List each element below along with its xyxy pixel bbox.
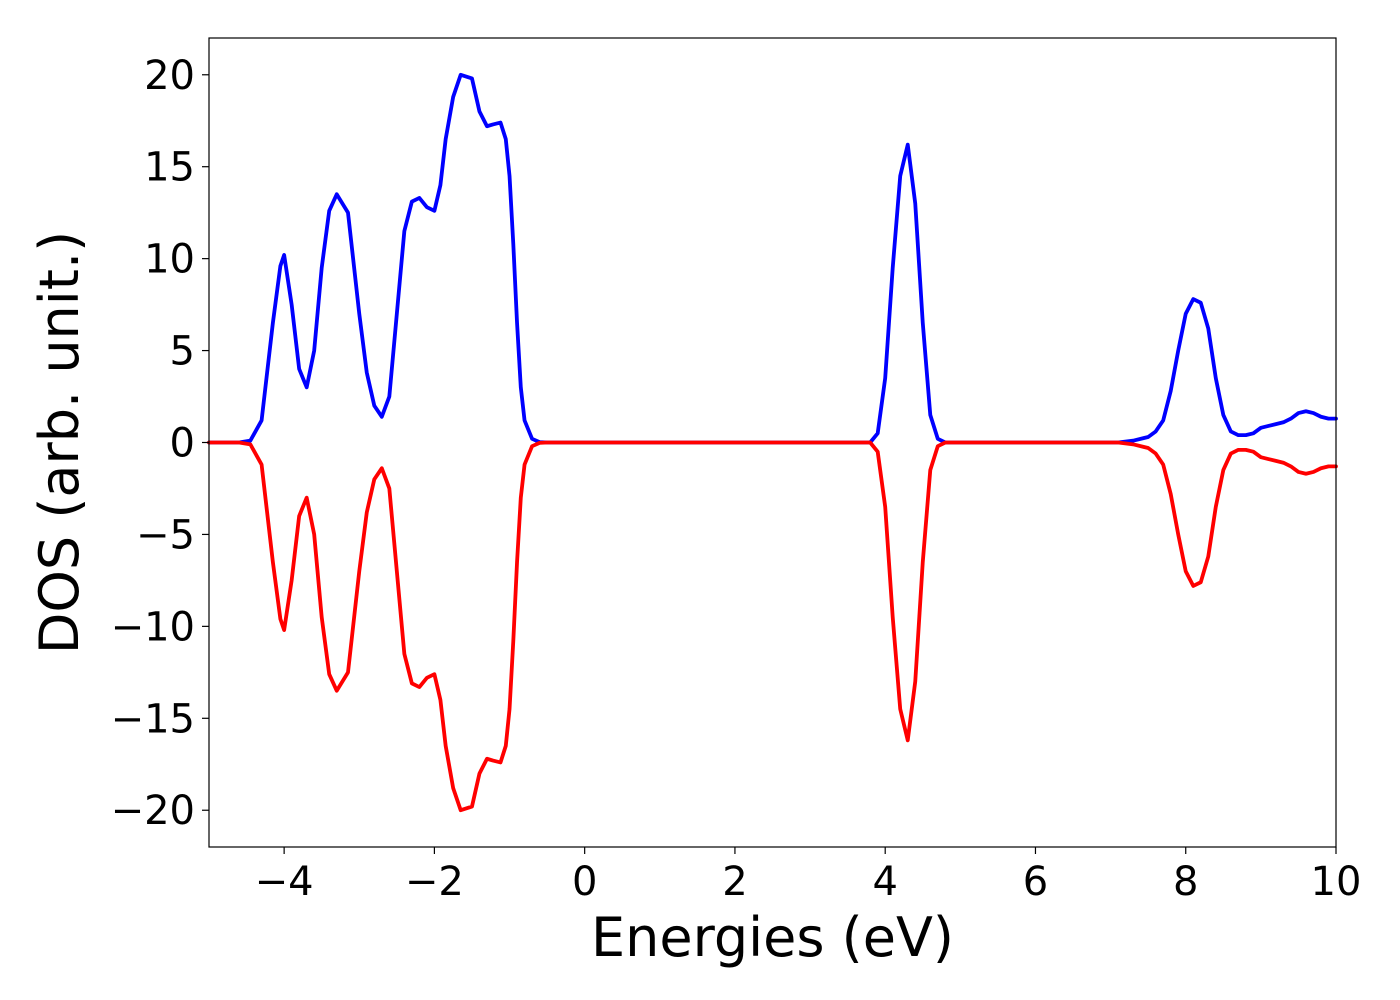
x-axis-title: Energies (eV) <box>591 906 954 969</box>
x-tick-label: 0 <box>572 859 597 905</box>
y-tick-label: 5 <box>170 329 195 375</box>
y-tick-label: 0 <box>170 421 195 467</box>
x-tick-label: 2 <box>722 859 747 905</box>
y-tick-label: 20 <box>144 53 195 99</box>
x-tick-label: 8 <box>1173 859 1198 905</box>
x-tick-label: 10 <box>1311 859 1362 905</box>
y-tick-label: −20 <box>111 788 195 834</box>
y-tick-label: 10 <box>144 237 195 283</box>
y-tick-label: −10 <box>111 604 195 650</box>
series-layer <box>207 72 1338 813</box>
x-tick-label: 6 <box>1023 859 1048 905</box>
y-axis-ticks: 20 15 10 5 0 −5 −10 −15 −20 <box>111 53 209 834</box>
y-tick-label: −15 <box>111 696 195 742</box>
x-axis-ticks: −4 −2 0 2 4 6 8 10 <box>255 847 1362 905</box>
y-tick-label: 15 <box>144 145 195 191</box>
series-line-2 <box>207 440 1338 813</box>
x-tick-label: 4 <box>872 859 897 905</box>
y-tick-label: −5 <box>136 512 195 558</box>
y-axis-title: DOS (arb. unit.) <box>28 231 91 654</box>
x-tick-label: −2 <box>405 859 464 905</box>
x-tick-label: −4 <box>255 859 314 905</box>
